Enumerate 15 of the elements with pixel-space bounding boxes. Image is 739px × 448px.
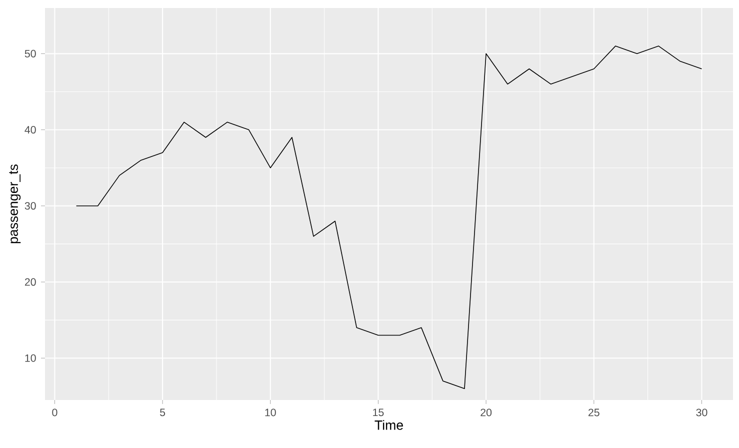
y-tick-label: 40	[24, 126, 36, 134]
x-tick-label: 20	[480, 408, 492, 416]
x-tick-label: 0	[52, 408, 58, 416]
y-tick-label: 10	[25, 354, 36, 362]
y-axis-title: passenger_ts	[9, 164, 21, 244]
x-tick-label: 30	[696, 408, 708, 416]
x-axis-title: Time	[374, 420, 403, 430]
line-series	[76, 46, 702, 389]
x-tick-label: 25	[588, 408, 600, 416]
y-tick-label: 30	[24, 202, 36, 210]
x-tick-label: 5	[160, 408, 166, 416]
x-tick-label: 15	[373, 408, 384, 416]
x-tick-label: 10	[265, 408, 276, 416]
y-tick-label: 20	[24, 278, 36, 286]
y-tick-label: 50	[24, 50, 36, 58]
